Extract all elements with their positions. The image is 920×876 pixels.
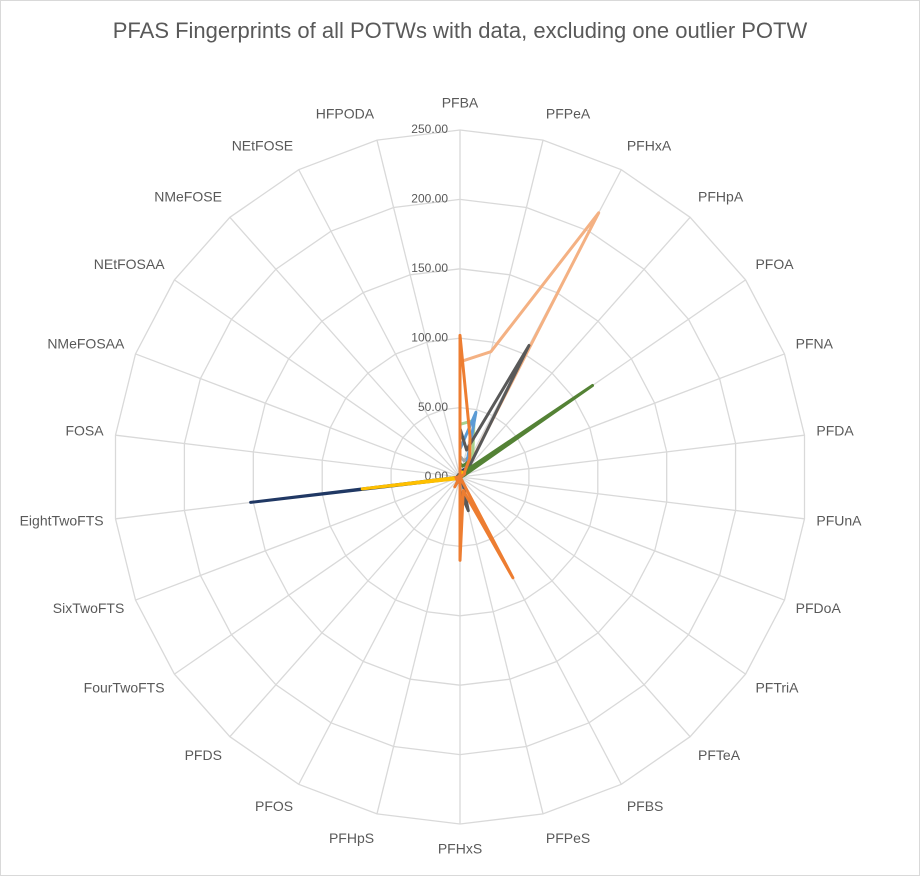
category-label: PFBA (442, 95, 479, 111)
category-label: PFPeA (546, 106, 591, 122)
spoke (376, 139, 461, 478)
spoke (459, 476, 785, 601)
r-tick-label: 200.00 (411, 192, 448, 206)
spoke (135, 476, 461, 601)
category-label: EightTwoFTS (20, 513, 104, 529)
spoke (115, 434, 461, 478)
category-label: PFTriA (755, 680, 799, 696)
spoke (174, 476, 461, 675)
spoke (298, 169, 461, 478)
spoke (459, 476, 544, 815)
category-label: FOSA (65, 423, 104, 439)
category-label: PFUnA (816, 513, 862, 529)
category-label: PFDA (816, 423, 854, 439)
r-tick-label: 50.00 (418, 400, 448, 414)
spoke (459, 476, 805, 520)
spoke (229, 216, 461, 478)
category-label: PFDoA (796, 600, 842, 616)
category-label: PFDS (185, 747, 222, 763)
category-label: PFNA (796, 335, 834, 351)
spoke (174, 279, 461, 478)
spoke (459, 434, 805, 478)
category-label: PFOA (755, 256, 794, 272)
spoke (229, 476, 461, 738)
category-label: PFOS (255, 798, 293, 814)
spoke (459, 476, 746, 675)
spoke (298, 476, 461, 785)
category-label: PFHpA (698, 189, 744, 205)
category-label: NMeFOSE (154, 189, 222, 205)
category-label: PFHxA (627, 137, 672, 153)
category-label: NEtFOSAA (94, 256, 165, 272)
spoke (459, 216, 691, 478)
category-label: HFPODA (316, 106, 375, 122)
category-label: NMeFOSAA (47, 335, 125, 351)
chart-title: PFAS Fingerprints of all POTWs with data… (112, 18, 808, 43)
category-label: PFHpS (329, 830, 374, 846)
spoke (459, 353, 785, 478)
spoke (376, 476, 461, 815)
category-label: NEtFOSE (232, 137, 293, 153)
category-label: PFTeA (698, 747, 741, 763)
r-tick-label: 250.00 (411, 122, 448, 136)
spoke (135, 353, 461, 478)
category-label: PFHxS (438, 841, 482, 857)
category-label: PFPeS (546, 830, 590, 846)
series-line (453, 333, 515, 580)
category-label: SixTwoFTS (53, 600, 125, 616)
spoke (459, 476, 691, 738)
r-tick-label: 150.00 (411, 261, 448, 275)
r-tick-label: 100.00 (411, 330, 448, 344)
category-label: PFBS (627, 798, 664, 814)
category-label: FourTwoFTS (84, 680, 165, 696)
